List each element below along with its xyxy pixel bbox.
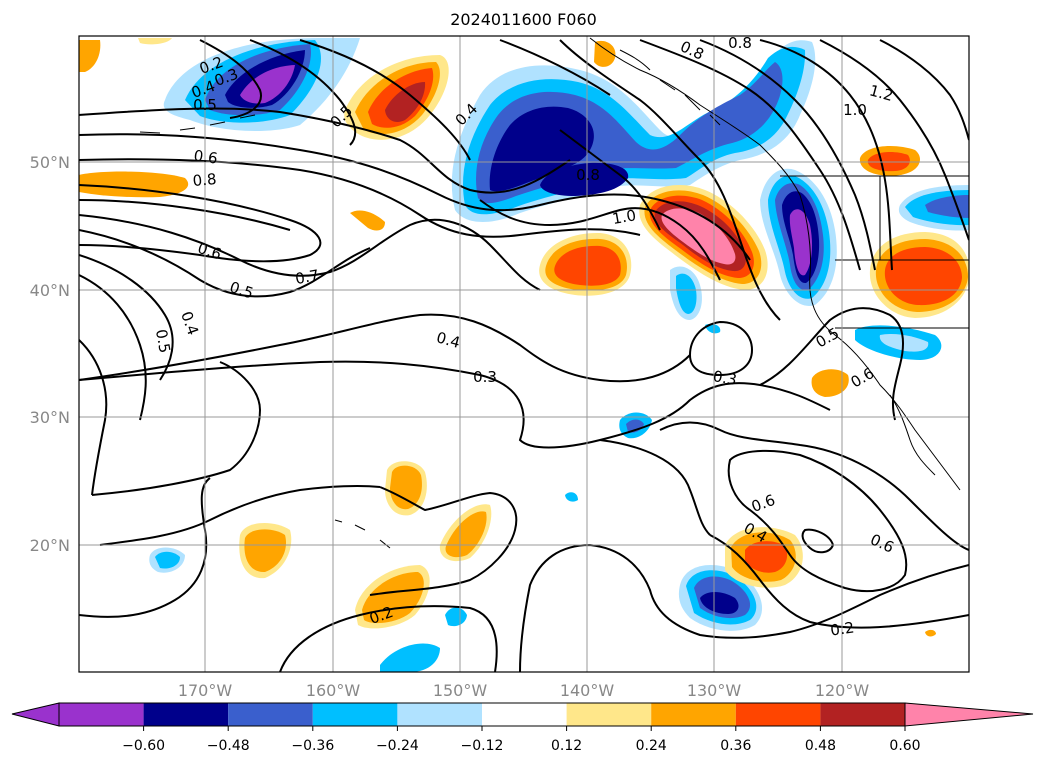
- colorbar: −0.60 −0.48 −0.36 −0.24 −0.12 0.12 0.24 …: [11, 702, 1034, 754]
- lon-label: 150°W: [433, 681, 488, 700]
- contour-label: 1.0: [611, 206, 638, 228]
- contour-label: 0.6: [749, 491, 778, 516]
- contour-label: 0.7: [294, 266, 321, 288]
- colorbar-label: 0.60: [889, 738, 920, 754]
- lon-label: 140°W: [560, 681, 615, 700]
- longitude-labels: 170°W 160°W 150°W 140°W 130°W 120°W: [178, 681, 870, 700]
- colorbar-segment: [59, 703, 144, 726]
- graticule: [79, 36, 969, 672]
- contour-label: 0.8: [728, 34, 752, 52]
- lat-label: 40°N: [30, 281, 70, 300]
- colorbar-segment: [735, 703, 821, 726]
- colorbar-segment: [312, 703, 398, 726]
- map-frame: [78, 35, 970, 673]
- colorbar-extend-low: [11, 702, 60, 727]
- colorbar-label: −0.60: [122, 738, 165, 754]
- contour-label: 0.8: [576, 166, 600, 184]
- contour-label: 0.2: [829, 618, 855, 639]
- contour-label: 0.5: [152, 328, 174, 355]
- contour-label: 0.8: [192, 170, 217, 190]
- lon-label: 170°W: [178, 681, 233, 700]
- colorbar-segment: [397, 703, 482, 726]
- colorbar-segment: [228, 703, 313, 726]
- colorbar-label: −0.12: [461, 738, 504, 754]
- contour-label: 1.0: [843, 101, 867, 119]
- lon-label: 130°W: [687, 681, 742, 700]
- lat-label: 30°N: [30, 408, 70, 427]
- lat-label: 20°N: [30, 536, 70, 555]
- contour-label: 1.2: [867, 81, 895, 105]
- contour-label: 0.3: [473, 368, 497, 386]
- lon-label: 160°W: [306, 681, 361, 700]
- colorbar-label: −0.24: [376, 738, 419, 754]
- colorbar-segment: [566, 703, 652, 726]
- contour-label: 0.6: [195, 239, 223, 263]
- colorbar-segment: [651, 703, 736, 726]
- colorbar-ticks: [143, 726, 906, 731]
- contour-label: 0.4: [177, 309, 202, 338]
- colorbar-label: −0.36: [291, 738, 334, 754]
- contour-label: 0.5: [193, 96, 217, 114]
- colorbar-segment: [820, 703, 905, 726]
- colorbar-label: 0.48: [805, 738, 836, 754]
- lat-label: 50°N: [30, 153, 70, 172]
- latitude-labels: 50°N 40°N 30°N 20°N: [30, 153, 70, 555]
- colorbar-label: 0.36: [720, 738, 751, 754]
- contour-label: 0.5: [227, 278, 255, 302]
- colorbar-extend-high: [904, 702, 1034, 727]
- contour-label: 0.6: [848, 364, 878, 392]
- contour-label: 0.6: [193, 146, 219, 167]
- contour-label: 0.4: [434, 328, 462, 352]
- contour-label: 0.6: [867, 530, 896, 556]
- contour-label: 0.3: [712, 367, 739, 389]
- map-title: 2024011600 F060: [450, 10, 597, 29]
- colorbar-segment: [482, 703, 567, 726]
- lon-label: 120°W: [815, 681, 870, 700]
- colorbar-segment: [143, 703, 229, 726]
- colorbar-label: −0.48: [207, 738, 250, 754]
- colorbar-label: 0.12: [551, 738, 582, 754]
- shaded-field: [79, 38, 969, 672]
- coastlines: [139, 37, 969, 549]
- colorbar-label: 0.24: [636, 738, 667, 754]
